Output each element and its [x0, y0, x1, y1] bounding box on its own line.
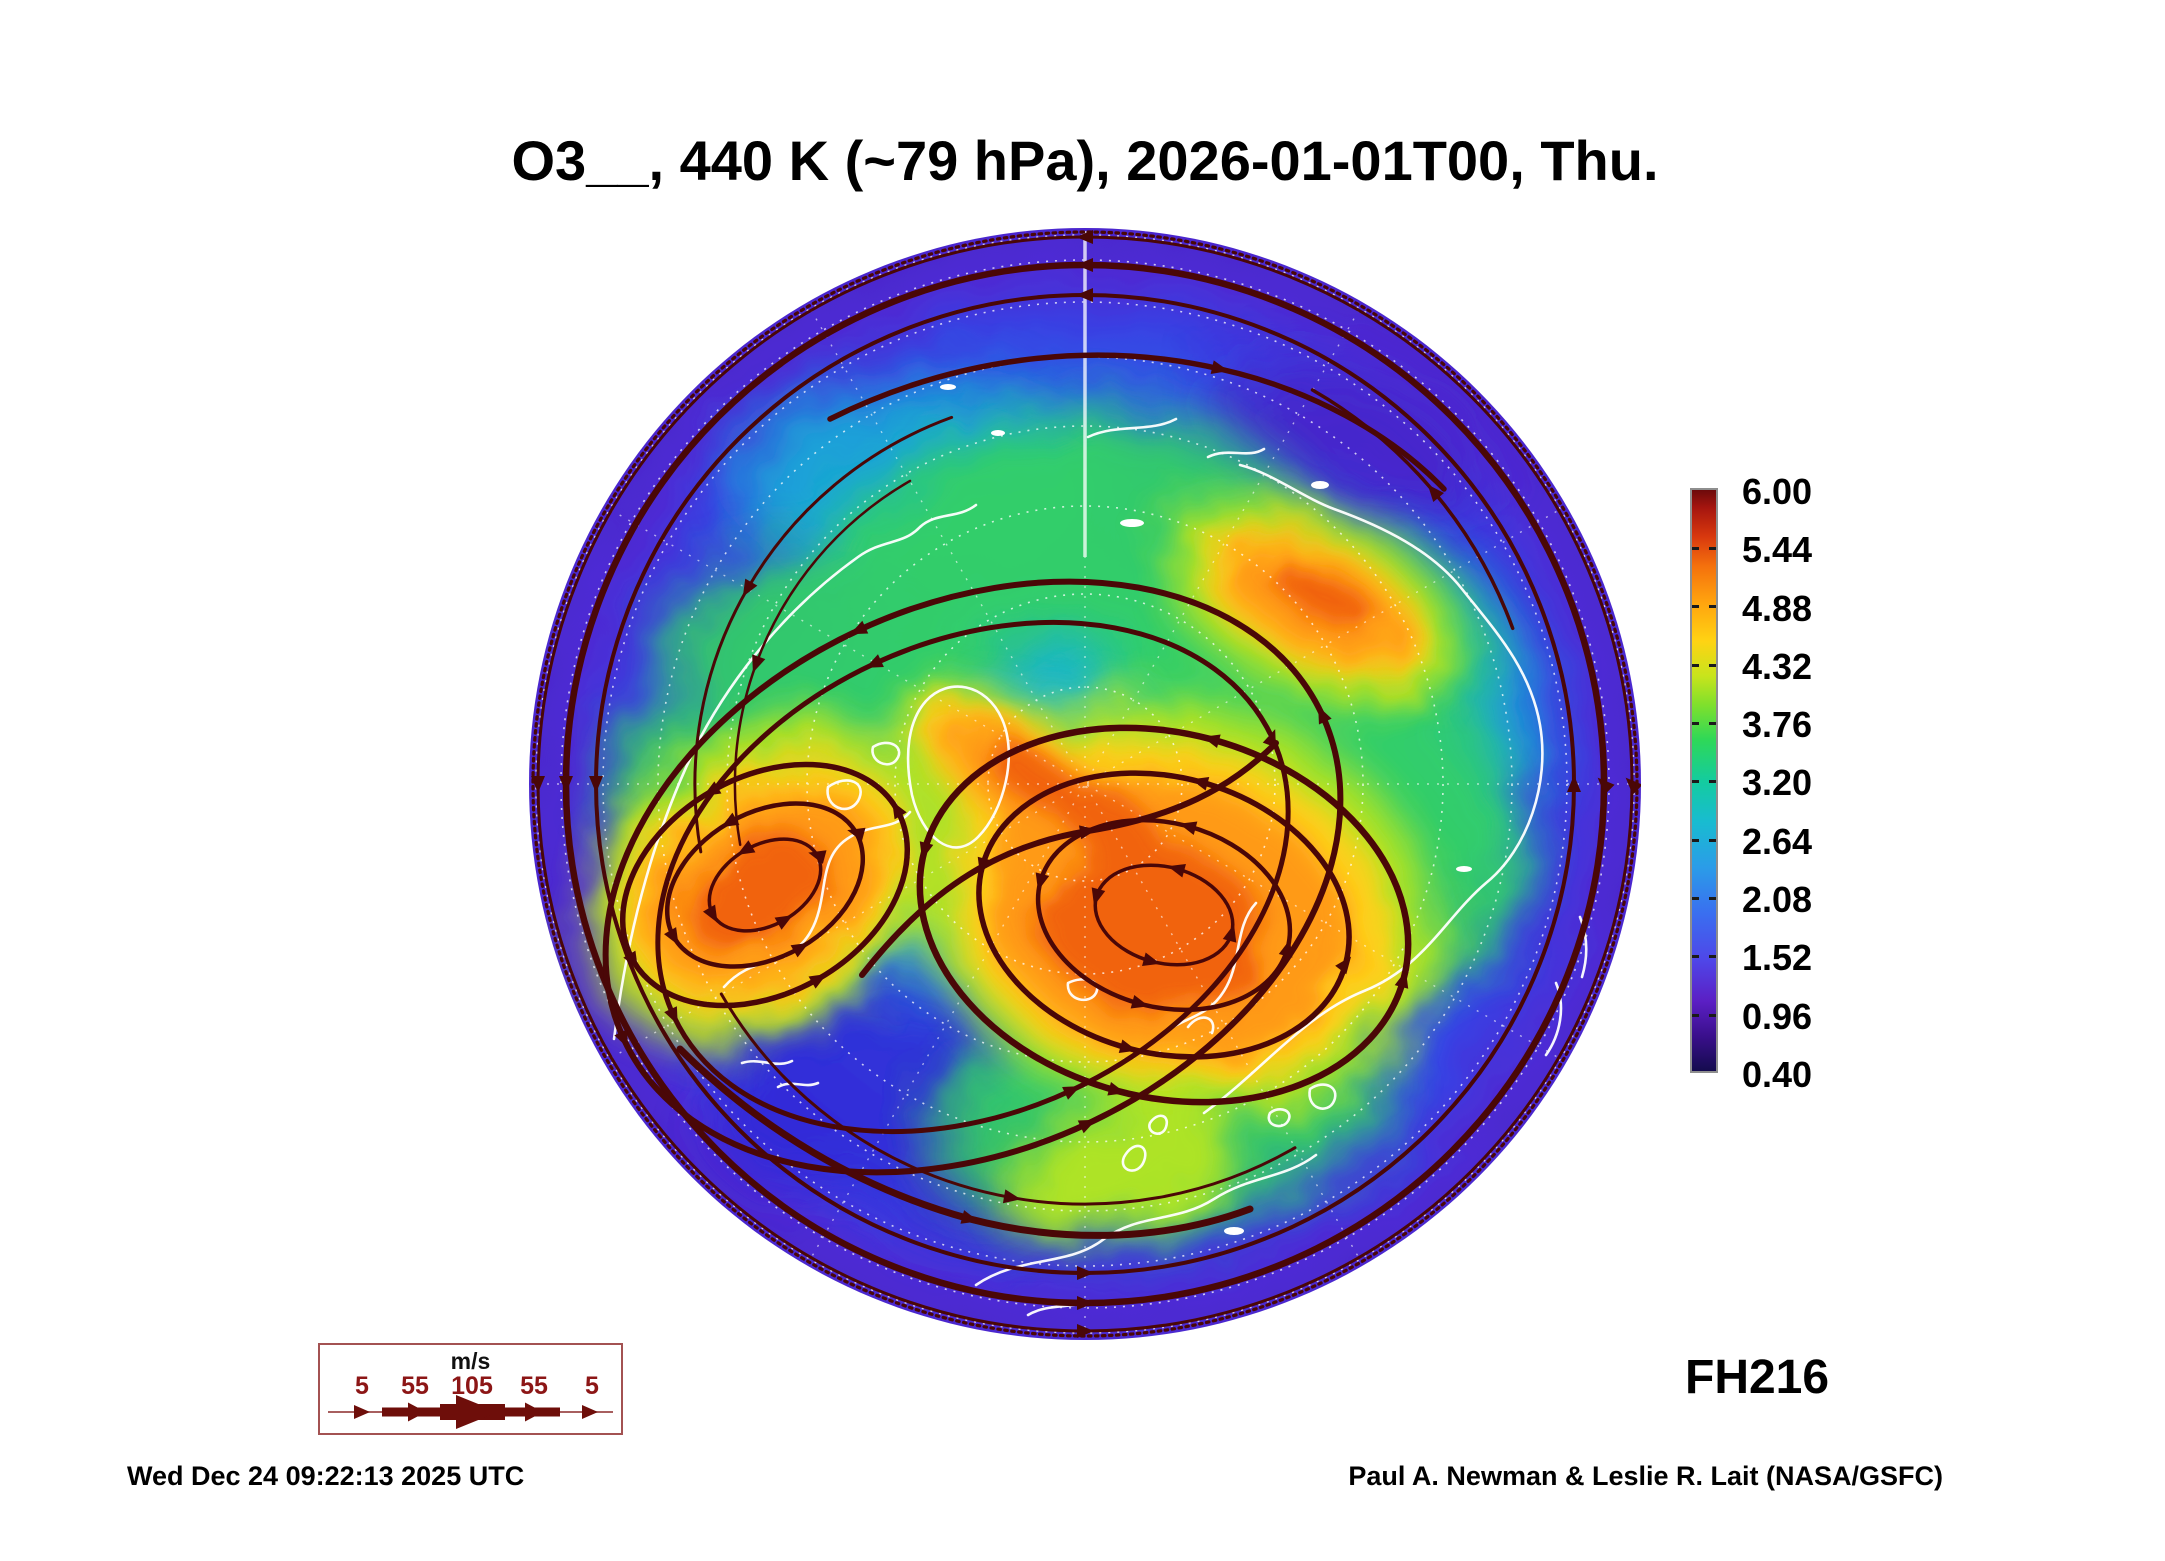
colorbar-tick-label: 3.76	[1742, 704, 1813, 745]
colorbar-tick-mark	[1692, 547, 1699, 550]
colorbar-tick-label: 0.96	[1742, 996, 1813, 1037]
creation-timestamp: Wed Dec 24 09:22:13 2025 UTC	[127, 1461, 525, 1491]
colorbar-tick-label: 3.20	[1742, 762, 1813, 803]
wind-legend-value: 55	[401, 1372, 429, 1400]
colorbar-tick-label: 1.52	[1742, 937, 1813, 978]
colorbar-tick-mark	[1709, 722, 1716, 725]
credit-line: Paul A. Newman & Leslie R. Lait (NASA/GS…	[1348, 1461, 1943, 1491]
colorbar-tick-label: 6.00	[1742, 471, 1813, 512]
wind-legend-units: m/s	[450, 1348, 491, 1374]
wind-speed-legend: m/s 5 55 105 55 5	[318, 1343, 623, 1435]
colorbar-tick-label: 2.64	[1742, 821, 1813, 862]
colorbar-tick-mark	[1692, 780, 1699, 783]
wind-streamlines	[528, 230, 1639, 1338]
colorbar-tick-mark	[1709, 547, 1716, 550]
colorbar-tick-mark	[1692, 1014, 1699, 1017]
colorbar-tick-mark	[1709, 780, 1716, 783]
wind-legend-value: 5	[585, 1372, 599, 1400]
colorbar-tick-mark	[1709, 955, 1716, 958]
colorbar-tick-label: 0.40	[1742, 1054, 1813, 1095]
wind-legend-value: 55	[520, 1372, 548, 1400]
wind-legend-value: 5	[355, 1372, 369, 1400]
forecast-hour-label: FH216	[1685, 1351, 1830, 1404]
polar-map	[528, 227, 1642, 1341]
polar-map-svg	[528, 228, 1641, 1340]
colorbar-tick-label: 5.44	[1742, 529, 1813, 570]
colorbar-tick-mark	[1692, 897, 1699, 900]
colorbar-tick-mark	[1709, 605, 1716, 608]
colorbar-tick-mark	[1692, 605, 1699, 608]
colorbar-tick-mark	[1709, 664, 1716, 667]
colorbar-tick-mark	[1709, 839, 1716, 842]
wind-legend-value: 105	[451, 1372, 493, 1400]
rim-fringe	[531, 230, 1639, 1338]
plot-title: O3__, 440 K (~79 hPa), 2026-01-01T00, Th…	[511, 129, 1659, 192]
colorbar-tick-mark	[1692, 955, 1699, 958]
colorbar-tick-label: 2.08	[1742, 879, 1813, 920]
colorbar-tick-label: 4.88	[1742, 588, 1813, 629]
colorbar-tick-mark	[1692, 839, 1699, 842]
colorbar-tick-mark	[1692, 664, 1699, 667]
colorbar-tick-mark	[1709, 897, 1716, 900]
colorbar-tick-mark	[1692, 722, 1699, 725]
white-speckles	[940, 384, 1472, 1235]
colorbar-tick-label: 4.32	[1742, 646, 1813, 687]
wind-arrow-scale	[328, 1395, 613, 1429]
colorbar-tick-mark	[1709, 1014, 1716, 1017]
